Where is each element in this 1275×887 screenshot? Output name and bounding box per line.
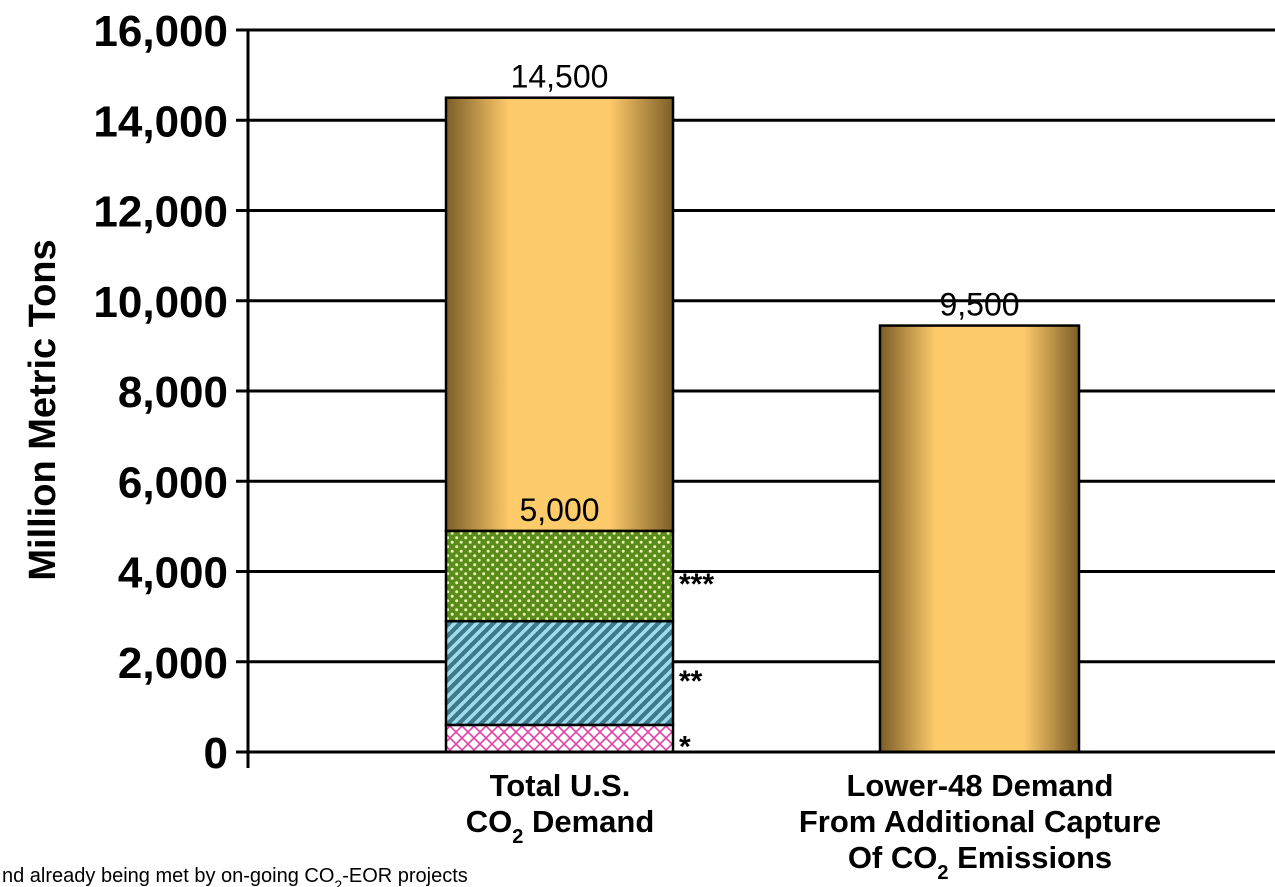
y-tick-label: 8,000 <box>118 368 228 417</box>
category-label-line: Of CO2 Emissions <box>848 840 1112 884</box>
bar-segment-gold <box>878 324 1081 754</box>
y-tick-label: 6,000 <box>118 458 228 507</box>
bar-segment-dots <box>444 529 675 623</box>
axes <box>246 30 1275 768</box>
y-axis-label: Million Metric Tons <box>22 239 64 580</box>
y-tick-label: 4,000 <box>118 549 228 598</box>
y-tick-label: 10,000 <box>93 278 228 327</box>
category-label-line: CO2 Demand <box>466 804 655 848</box>
category-label-line: Lower-48 Demand <box>846 768 1113 803</box>
bar-total-label: 9,500 <box>939 287 1019 323</box>
segment-marker: *** <box>679 568 714 601</box>
bar-segment-diagonal <box>444 619 675 727</box>
category-label-line: From Additional Capture <box>799 804 1161 839</box>
category-label-line: Total U.S. <box>490 768 631 803</box>
y-tick-label: 2,000 <box>118 639 228 688</box>
bar-total-label: 14,500 <box>511 59 609 95</box>
segment-marker: ** <box>679 665 703 698</box>
bar-segment-crosshatch <box>444 723 675 754</box>
bar-segment-gold <box>444 96 675 533</box>
footnote: nd already being met by on-going CO2-EOR… <box>2 865 468 887</box>
category-labels: Total U.S.CO2 Demand Lower-48 DemandFrom … <box>466 768 1161 884</box>
bar-mid-label: 5,000 <box>519 492 599 528</box>
y-tick-label: 16,000 <box>93 7 228 56</box>
segment-marker: * <box>679 730 691 763</box>
y-tick-label: 14,000 <box>93 97 228 146</box>
gridlines <box>248 28 1275 664</box>
y-tick-label: 0 <box>204 729 228 778</box>
y-tick-label: 12,000 <box>93 188 228 237</box>
y-axis-ticks: 0 2,000 4,000 6,000 8,000 10,000 12,000 14,000 1… <box>93 7 248 778</box>
